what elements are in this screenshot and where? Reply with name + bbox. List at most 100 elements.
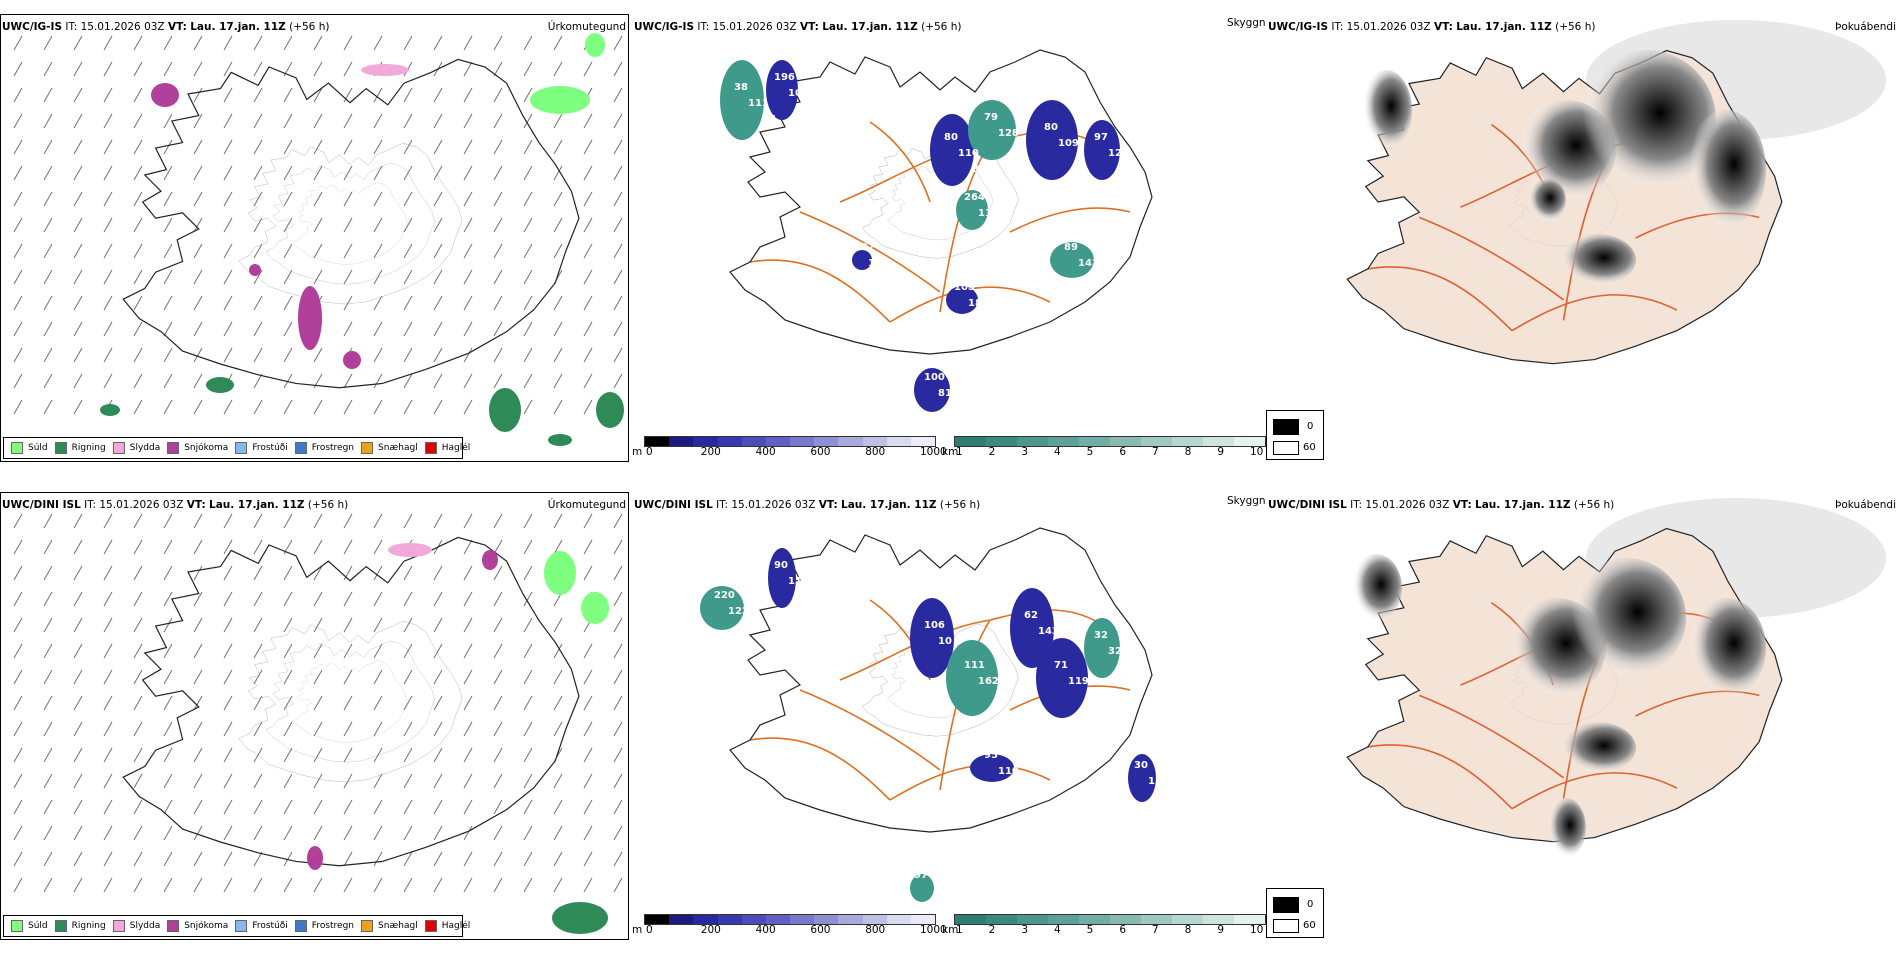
colorbar-tick: 1000 xyxy=(920,924,947,936)
wind-barb xyxy=(493,513,503,529)
wind-barb xyxy=(433,35,443,51)
wind-barb xyxy=(403,217,413,233)
wind-barb xyxy=(193,825,203,841)
colorbar-tick: 3 xyxy=(1021,446,1029,458)
legend-swatch xyxy=(11,442,23,454)
wind-barb xyxy=(103,773,113,789)
wind-barb xyxy=(103,139,113,155)
colorbar-tick: 800 xyxy=(865,446,886,458)
wind-barb xyxy=(523,825,533,841)
colorbar-tick: 400 xyxy=(755,924,776,936)
legend-item: Slydda xyxy=(112,442,160,454)
visibility-label: 80 xyxy=(944,132,958,143)
wind-barb xyxy=(103,877,113,893)
wind-barb xyxy=(553,539,563,555)
wind-barb xyxy=(313,747,323,763)
wind-barb xyxy=(43,347,53,363)
wind-barb xyxy=(133,347,143,363)
wind-barb xyxy=(283,321,293,337)
wind-barb xyxy=(493,295,503,311)
fog-area xyxy=(1686,598,1766,698)
wind-barb xyxy=(163,539,173,555)
wind-barb xyxy=(223,321,233,337)
legend-swatch xyxy=(167,920,180,932)
it-label: IT: xyxy=(1331,21,1344,33)
legend-label: Snæhagl xyxy=(378,921,418,931)
map-frame xyxy=(0,492,629,940)
vt-value: Lau. 17.jan. 11Z xyxy=(1456,21,1552,33)
it-label: IT: xyxy=(697,21,710,33)
wind-barb xyxy=(373,513,383,529)
wind-barb xyxy=(13,243,23,259)
wind-barb xyxy=(73,165,83,181)
wind-barb xyxy=(583,243,593,259)
wind-barb xyxy=(373,269,383,285)
lead-time: (+56 h) xyxy=(1573,499,1615,511)
wind-barb xyxy=(133,773,143,789)
wind-barb xyxy=(433,643,443,659)
colorbar-tick: 6 xyxy=(1119,446,1127,458)
wind-barb xyxy=(463,399,473,415)
it-label: IT: xyxy=(65,21,78,33)
lead-time: (+56 h) xyxy=(921,21,962,33)
wind-barb xyxy=(223,191,233,207)
wind-barb xyxy=(373,139,383,155)
wind-barb xyxy=(493,851,503,867)
wind-barb xyxy=(493,591,503,607)
wind-barb xyxy=(253,669,263,685)
wind-barb xyxy=(43,61,53,77)
low-visibility-area xyxy=(970,754,1014,782)
wind-barb xyxy=(373,399,383,415)
vt-value: Lau. 17.jan. 11Z xyxy=(209,499,305,511)
wind-barb xyxy=(613,825,623,841)
wind-barb xyxy=(73,877,83,893)
low-visibility-area xyxy=(1026,100,1078,180)
wind-barb xyxy=(253,347,263,363)
wind-barb xyxy=(253,617,263,633)
wind-barb xyxy=(553,373,563,389)
wind-barb xyxy=(103,191,113,207)
wind-barb xyxy=(223,295,233,311)
wind-barb xyxy=(373,373,383,389)
legend-swatch xyxy=(361,920,374,932)
wind-barb xyxy=(523,217,533,233)
wind-barb xyxy=(463,373,473,389)
wind-barb xyxy=(193,269,203,285)
wind-barb xyxy=(223,799,233,815)
wind-barb xyxy=(13,139,23,155)
wind-barb xyxy=(583,513,593,529)
wind-barb xyxy=(493,747,503,763)
wind-barb xyxy=(343,399,353,415)
wind-barb xyxy=(43,191,53,207)
wind-barb xyxy=(583,721,593,737)
wind-barb xyxy=(313,669,323,685)
wind-barb xyxy=(583,139,593,155)
colorbar-ramp xyxy=(644,914,936,925)
wind-barb xyxy=(43,321,53,337)
wind-barb xyxy=(73,87,83,103)
wind-barb xyxy=(433,113,443,129)
wind-barb xyxy=(73,565,83,581)
colorbar-tick: 2 xyxy=(988,924,996,936)
vt-value: Lau. 17.jan. 11Z xyxy=(841,499,937,511)
wind-barb xyxy=(73,295,83,311)
wind-barb xyxy=(13,269,23,285)
wind-barb xyxy=(253,825,263,841)
wind-barb xyxy=(553,61,563,77)
wind-barb xyxy=(523,399,533,415)
wind-barb xyxy=(373,87,383,103)
wind-barb xyxy=(433,851,443,867)
wind-barb xyxy=(433,87,443,103)
wind-barb xyxy=(253,35,263,51)
colorbar-tick: 5 xyxy=(1086,924,1094,936)
wind-barb xyxy=(583,669,593,685)
colorbar-tick: 8 xyxy=(1184,446,1192,458)
wind-barb xyxy=(43,669,53,685)
lead-time: (+56 h) xyxy=(307,499,349,511)
wind-barb xyxy=(493,825,503,841)
fog-index-panel: UWC/DINI ISL IT: 15.01.2026 03Z VT: Lau.… xyxy=(1266,478,1900,953)
fog-area xyxy=(1556,234,1636,286)
wind-barb xyxy=(163,321,173,337)
wind-barb xyxy=(73,721,83,737)
wind-barb xyxy=(493,191,503,207)
